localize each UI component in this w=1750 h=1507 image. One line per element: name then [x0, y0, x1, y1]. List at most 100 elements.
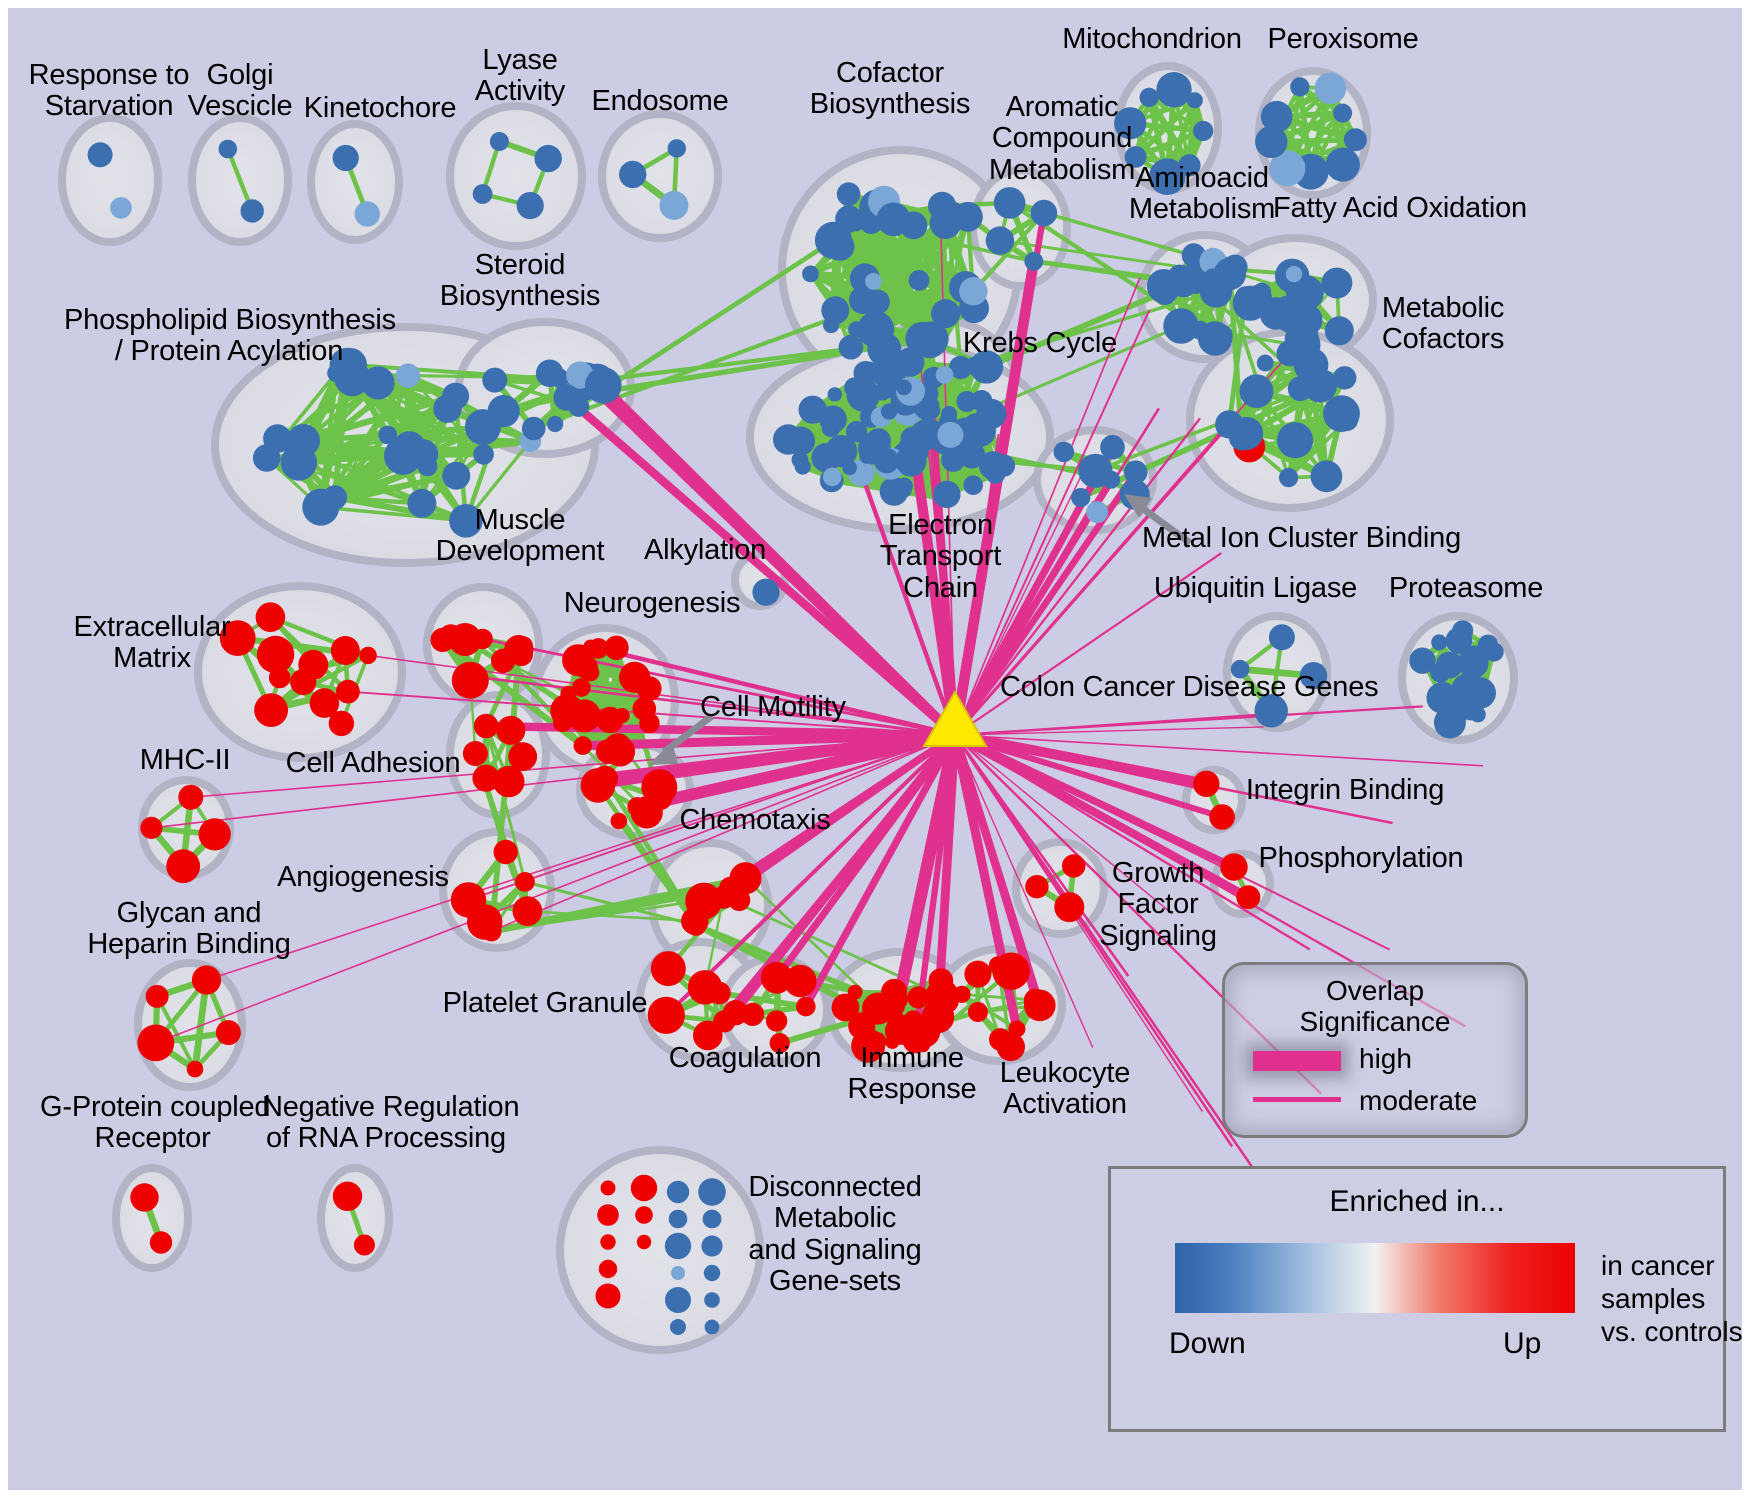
significance-edge [155, 734, 956, 1044]
gene-set-node [1255, 299, 1276, 320]
gene-set-node [332, 1181, 363, 1212]
gene-set-node [442, 461, 471, 490]
gene-set-node [1310, 460, 1343, 493]
overlap-edge-inter [1093, 383, 1322, 473]
gene-set-node [825, 435, 858, 468]
gene-set-node [1054, 892, 1085, 923]
gene-set-node [489, 132, 509, 151]
gene-set-node [332, 144, 359, 172]
cluster-ellipse-lyase-activity[interactable] [446, 102, 586, 250]
gene-set-node [1230, 659, 1250, 679]
gene-set-node [667, 139, 686, 158]
gene-set-node [605, 736, 636, 767]
significance-edge [151, 734, 956, 829]
gene-set-node [1279, 468, 1299, 488]
gene-set-node [937, 421, 964, 448]
gene-set-node [1426, 682, 1458, 714]
hub-node-colon-cancer-disease-genes[interactable] [922, 689, 988, 747]
significance-edge-moderate [954, 433, 1000, 736]
gene-set-node [821, 296, 850, 325]
gene-set-node [378, 425, 398, 445]
gene-set-node [798, 395, 827, 424]
gene-set-node [844, 377, 865, 399]
gene-set-node [996, 1032, 1025, 1062]
gene-set-node [110, 197, 132, 219]
significance-edge [206, 734, 956, 981]
gene-set-nodes [87, 72, 1504, 1335]
gene-set-node [865, 273, 882, 290]
significance-edge-moderate [953, 734, 1234, 1148]
gene-set-node [1409, 647, 1436, 674]
gene-set-node [967, 1002, 988, 1022]
significance-edge [802, 733, 959, 1009]
significance-edge [927, 410, 960, 736]
gene-set-node [1431, 634, 1448, 651]
gene-set-node [568, 395, 590, 417]
significance-edge-moderate [954, 734, 1483, 767]
gene-set-node [895, 477, 913, 495]
gene-set-node [328, 710, 355, 737]
cluster-ellipse-endosome[interactable] [598, 110, 722, 242]
gene-set-node [665, 1287, 691, 1313]
legend-label-moderate: moderate [1359, 1085, 1478, 1116]
gene-set-node [191, 965, 222, 995]
gene-set-node [359, 646, 377, 665]
gene-set-node [1271, 294, 1310, 333]
gene-set-node [704, 1292, 720, 1308]
annotation-arrows [648, 494, 1193, 765]
gene-set-node [1236, 885, 1261, 910]
gene-set-node [496, 715, 526, 745]
gene-set-node [521, 416, 546, 441]
gene-set-node [547, 415, 564, 433]
gene-set-node [956, 391, 978, 412]
legend-color-gradient [1175, 1243, 1575, 1313]
cluster-ellipse-response-to-starvation[interactable] [58, 114, 162, 246]
significance-edge [482, 637, 956, 737]
gene-set-node [838, 334, 864, 360]
significance-edge-moderate [953, 734, 1130, 977]
gene-set-node [508, 742, 538, 771]
gene-set-node [130, 1183, 159, 1212]
gene-set-node [827, 387, 842, 402]
gene-set-node [848, 1012, 876, 1040]
gene-set-node [1193, 120, 1214, 141]
gene-set-node [178, 784, 204, 810]
gene-set-node [298, 649, 329, 680]
gene-set-node [240, 199, 264, 223]
gene-set-node [876, 202, 911, 237]
gene-set-node [1209, 324, 1233, 348]
gene-set-node [560, 685, 576, 702]
gene-set-node [933, 490, 948, 505]
gene-set-node [1024, 989, 1056, 1022]
legend-swatch-high [1253, 1051, 1341, 1071]
overlap-edge-inter [716, 990, 809, 1010]
gene-set-node [600, 1180, 616, 1196]
gene-set-node [1025, 875, 1049, 899]
gene-set-node [635, 1206, 653, 1224]
gene-set-node [693, 1020, 723, 1051]
gene-set-node [866, 428, 891, 453]
significance-edge [729, 732, 957, 891]
gene-set-node [826, 235, 844, 254]
gene-set-node [928, 191, 957, 220]
gene-set-node [1254, 694, 1288, 728]
gene-set-node [639, 712, 660, 734]
gene-set-node [722, 1000, 749, 1026]
overlap-edge-inter [595, 783, 699, 928]
gene-set-node [895, 445, 927, 477]
gene-set-node [650, 951, 686, 987]
gene-set-node [215, 1020, 241, 1046]
gene-set-node [1139, 87, 1159, 107]
significance-edge [859, 472, 958, 736]
gene-set-node [859, 449, 874, 464]
gene-set-node [959, 277, 988, 306]
gene-set-node [784, 964, 817, 998]
gene-set-node [255, 602, 286, 632]
gene-set-node [760, 961, 793, 994]
cluster-ellipse-disconnected-gene-sets[interactable] [556, 1146, 764, 1354]
gene-set-node [280, 444, 317, 481]
gene-set-node [935, 366, 954, 384]
gene-set-node [595, 1283, 621, 1309]
